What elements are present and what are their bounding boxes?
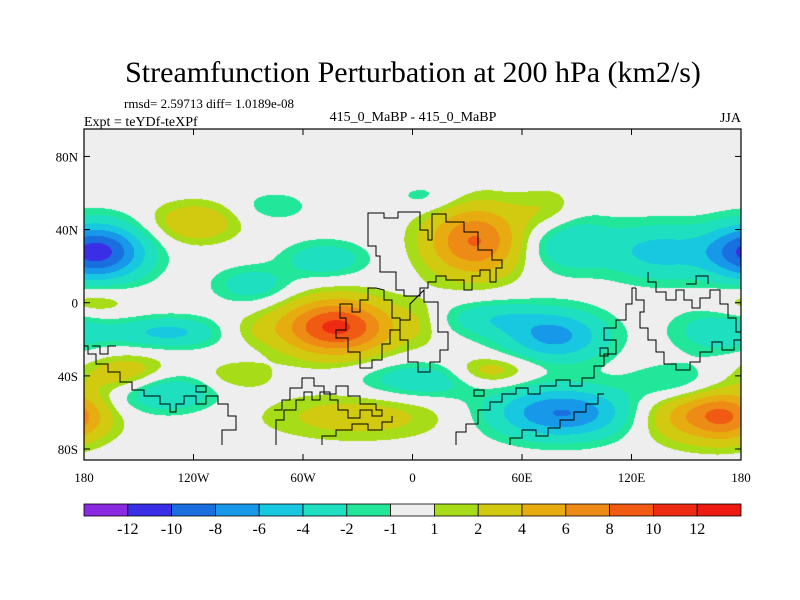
center-label: 415_0_MaBP - 415_0_MaBP [330,110,497,125]
experiment-label: Expt = teYDf-teXPf [84,115,198,130]
colorbar-label: -12 [117,521,138,538]
colorbar-label: 10 [645,521,661,538]
colorbar-label: 1 [430,521,438,538]
colorbar-swatch [653,503,698,517]
colorbar: -12 -10 -8 -6 -4 -2 -1 1 2 4 6 8 10 12 [83,503,742,538]
x-axis: 180 120W 60W 0 60E 120E 180 [74,129,751,485]
y-tick-label: 0 [72,296,79,311]
plot-area: 180 120W 60W 0 60E 120E 180 80N 40N 0 40S 80S [56,128,751,485]
colorbar-swatch [565,503,610,517]
chart-title: Streamfunction Perturbation at 200 hPa (… [125,56,701,89]
y-tick-label: 80N [56,149,79,164]
colorbar-swatch [609,503,654,517]
x-tick-label: 120E [618,470,646,485]
colorbar-label: -1 [384,521,397,538]
colorbar-label: 8 [606,521,614,538]
colorbar-swatch [171,503,216,517]
colorbar-label: -6 [253,521,266,538]
colorbar-label: 12 [689,521,705,538]
x-tick-label: 180 [731,470,751,485]
y-tick-label: 80S [58,442,78,457]
x-tick-label: 60E [512,470,533,485]
colorbar-swatch [696,503,742,517]
colorbar-label: -2 [340,521,353,538]
colorbar-swatch [214,503,260,517]
colorbar-swatch [433,503,479,517]
x-tick-label: 60W [290,470,316,485]
colorbar-swatch [521,503,567,517]
colorbar-label: -4 [296,521,309,538]
colorbar-label: 2 [474,521,482,538]
season-label: JJA [720,111,742,126]
coastlines [84,211,741,445]
colorbar-swatch [127,503,173,517]
y-tick-label: 40S [58,369,78,384]
colorbar-swatch [390,503,435,517]
colorbar-swatch [258,503,304,517]
y-tick-label: 40N [56,223,79,238]
colorbar-label: 4 [518,521,526,538]
colorbar-swatch [302,503,348,517]
colorbar-label: -8 [209,521,222,538]
colorbar-label: -10 [161,521,182,538]
stats-line: rmsd= 2.59713 diff= 1.0189e-08 [124,96,294,111]
colorbar-swatch [83,503,129,517]
x-tick-label: 0 [409,470,416,485]
x-tick-label: 180 [74,470,94,485]
streamfunction-field [84,129,741,460]
colorbar-label: 6 [562,521,570,538]
x-tick-label: 120W [178,470,211,485]
colorbar-swatch [477,503,523,517]
y-axis: 80N 40N 0 40S 80S [56,149,741,457]
colorbar-swatch [346,503,391,517]
